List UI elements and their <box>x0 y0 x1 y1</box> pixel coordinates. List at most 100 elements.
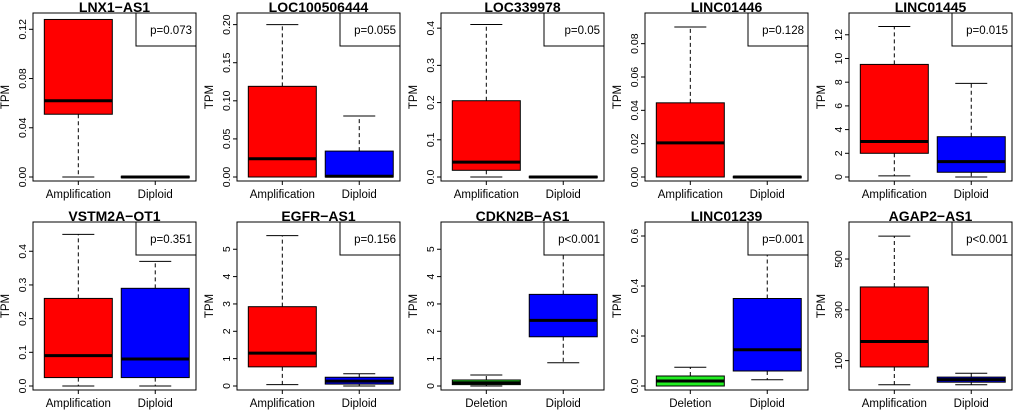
y-tick-label: 0.12 <box>17 19 29 40</box>
y-axis-label: TPM <box>204 294 216 318</box>
plot-frame <box>440 12 605 182</box>
y-tick-label: 0.05 <box>221 129 233 150</box>
pvalue-box <box>543 221 605 256</box>
x-category-label: Amplification <box>862 189 927 201</box>
box-amplification <box>247 85 317 178</box>
y-tick-label: 6 <box>833 103 845 109</box>
y-tick-label: 2 <box>833 150 845 156</box>
pvalue-box <box>951 12 1013 47</box>
x-category-label: Amplification <box>46 398 111 410</box>
y-tick-label: 0 <box>425 383 437 389</box>
x-category-label: Diploid <box>954 189 989 201</box>
y-axis-label: TPM <box>0 294 12 318</box>
y-tick-label: 0 <box>833 174 845 180</box>
boxplot-panel: EGFR−AS1 0 1 2 3 4 5 TPM Amplification Diploid p=0… <box>204 208 401 410</box>
y-axis-label: TPM <box>816 85 828 109</box>
panel-title: LOC339978 <box>484 0 560 15</box>
y-tick-label: 500 <box>833 250 845 268</box>
panel-title: LINC01445 <box>895 0 967 15</box>
box-diploid <box>324 150 394 178</box>
boxplot-panel: LINC01445 0 2 4 6 8 10 12 TPM Amplification Diploi… <box>816 0 1013 201</box>
pvalue-label: p=0.073 <box>150 25 192 37</box>
plot-frame <box>32 221 197 391</box>
x-category-label: Amplification <box>46 189 111 201</box>
pvalue-label: p<0.001 <box>966 234 1008 246</box>
pvalue-box <box>543 12 605 47</box>
pvalue-box <box>339 12 401 47</box>
pvalue-box <box>339 221 401 256</box>
pvalue-label: p=0.015 <box>966 25 1008 37</box>
y-tick-label: 0.6 <box>629 229 641 244</box>
box-diploid <box>732 298 802 372</box>
box-amplification <box>43 18 113 115</box>
y-axis-label: TPM <box>408 85 420 109</box>
pvalue-label: p=0.001 <box>762 234 804 246</box>
y-tick-label: 0.1 <box>17 345 29 360</box>
y-axis-label: TPM <box>408 294 420 318</box>
y-tick-label: 1 <box>221 356 233 362</box>
y-tick-label: 5 <box>425 246 437 252</box>
y-tick-label: 0.04 <box>629 100 641 121</box>
y-tick-label: 0.08 <box>629 33 641 54</box>
y-tick-label: 3 <box>221 301 233 307</box>
y-tick-label: 0.2 <box>629 329 641 344</box>
y-tick-label: 0.15 <box>221 52 233 73</box>
x-category-label: Amplification <box>250 189 315 201</box>
y-tick-label: 0.4 <box>425 21 437 36</box>
x-category-label: Diploid <box>954 398 989 410</box>
y-tick-label: 300 <box>833 301 845 319</box>
y-tick-label: 0.20 <box>221 14 233 35</box>
box-amplification <box>859 63 929 154</box>
y-tick-label: 3 <box>425 301 437 307</box>
x-category-label: Diploid <box>750 398 785 410</box>
y-tick-label: 0.3 <box>425 58 437 73</box>
boxplot-panel: CDKN2B−AS1 0 1 2 3 4 5 TPM Deletion Diploid p<0.00… <box>408 208 605 410</box>
pvalue-label: p=0.128 <box>762 25 804 37</box>
box-amplification <box>655 102 725 178</box>
y-tick-label: 0.2 <box>17 311 29 326</box>
box-amplification <box>859 286 929 368</box>
panel-title: LNX1−AS1 <box>79 0 150 15</box>
boxplot-panel: LOC100506444 0.00 0.05 0.10 0.15 0.20 TPM Ampli… <box>204 0 401 201</box>
box-diploid <box>936 136 1006 173</box>
plot-frame <box>848 221 1013 391</box>
y-tick-label: 0.0 <box>17 379 29 394</box>
pvalue-label: p=0.351 <box>150 234 192 246</box>
y-tick-label: 1 <box>425 356 437 362</box>
panel-title: LINC01239 <box>691 208 763 224</box>
x-category-label: Diploid <box>342 398 377 410</box>
y-tick-label: 2 <box>425 328 437 334</box>
pvalue-label: p=0.156 <box>354 234 396 246</box>
box-amplification <box>43 297 113 379</box>
x-category-label: Deletion <box>465 398 507 410</box>
plot-frame <box>440 221 605 391</box>
x-category-label: Amplification <box>454 189 519 201</box>
plot-frame <box>644 12 809 182</box>
pvalue-box <box>135 221 197 256</box>
panel-title: CDKN2B−AS1 <box>476 208 570 224</box>
pvalue-box <box>747 221 809 256</box>
plot-frame <box>32 12 197 182</box>
y-axis-label: TPM <box>612 85 624 109</box>
y-tick-label: 5 <box>221 246 233 252</box>
x-category-label: Diploid <box>342 189 377 201</box>
x-category-label: Diploid <box>546 398 581 410</box>
y-tick-label: 0.08 <box>17 68 29 89</box>
y-tick-label: 0.1 <box>425 132 437 147</box>
y-tick-label: 0.00 <box>17 167 29 188</box>
boxplot-panel: LINC01239 0.0 0.2 0.4 0.6 TPM Deletion Diploid p… <box>612 208 809 410</box>
y-tick-label: 0.0 <box>629 379 641 394</box>
pvalue-label: p=0.055 <box>354 25 396 37</box>
box-diploid <box>120 287 190 379</box>
y-tick-label: 4 <box>221 274 233 280</box>
y-axis-label: TPM <box>612 294 624 318</box>
pvalue-label: p<0.001 <box>558 234 600 246</box>
pvalue-box <box>747 12 809 47</box>
panel-title: LOC100506444 <box>269 0 369 15</box>
y-tick-label: 0.4 <box>629 279 641 294</box>
box-diploid <box>528 293 598 338</box>
boxplot-panel: VSTM2A−OT1 0.0 0.1 0.2 0.3 0.4 TPM Amplificatio… <box>0 208 197 410</box>
y-tick-label: 0.04 <box>17 117 29 138</box>
boxplot-panel: LNX1−AS1 0.00 0.04 0.08 0.12 TPM Amplification… <box>0 0 197 201</box>
